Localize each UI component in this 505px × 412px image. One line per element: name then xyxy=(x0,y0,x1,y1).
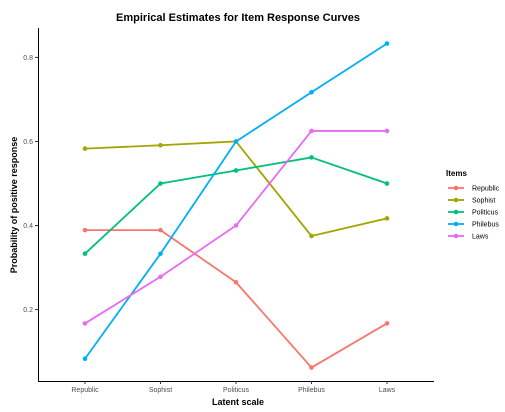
data-point-politicus xyxy=(309,155,314,160)
data-point-laws xyxy=(158,274,163,280)
data-point-politicus xyxy=(384,181,390,186)
data-point-republic xyxy=(82,227,88,233)
legend-item-republic: Republic xyxy=(448,186,500,193)
x-tick-label: Politicus xyxy=(223,387,250,394)
legend-item-sophist: Sophist xyxy=(448,198,495,205)
x-axis-title: Latent scale xyxy=(212,397,264,407)
x-tick-label: Sophist xyxy=(149,387,172,394)
chart-title: Empirical Estimates for Item Response Cu… xyxy=(116,12,360,24)
data-point-republic xyxy=(384,321,390,326)
legend-label: Politicus xyxy=(472,210,499,217)
data-point-philebus xyxy=(233,139,239,144)
legend-item-politicus: Politicus xyxy=(448,210,499,217)
legend-item-laws: Laws xyxy=(448,234,489,241)
x-tick-label: Republic xyxy=(71,387,99,394)
data-point-laws xyxy=(309,128,314,134)
data-point-philebus xyxy=(384,41,390,46)
legend-key-point xyxy=(453,209,459,215)
data-point-philebus xyxy=(82,356,88,362)
data-point-laws xyxy=(384,128,390,134)
legend-key-point xyxy=(453,233,459,239)
y-ticks: 0.2 0.4 0.6 0.8 xyxy=(23,55,38,314)
data-point-republic xyxy=(233,279,239,285)
legend-title: Items xyxy=(446,169,467,178)
data-point-politicus xyxy=(233,168,239,173)
data-point-sophist xyxy=(158,142,163,148)
data-point-sophist xyxy=(82,146,88,151)
data-point-laws xyxy=(82,321,88,326)
legend-label: Laws xyxy=(472,234,489,241)
y-axis-title: Probability of positive response xyxy=(9,137,19,274)
legend-label: Sophist xyxy=(472,198,495,205)
y-tick-label: 0.6 xyxy=(23,139,33,146)
series-laws xyxy=(82,128,390,326)
series-republic xyxy=(82,227,390,370)
legend-key-point xyxy=(453,197,459,203)
y-tick-label: 0.4 xyxy=(23,223,33,230)
legend-items: Republic Sophist Politicus Philebus Laws xyxy=(448,186,500,241)
y-tick-label: 0.2 xyxy=(23,307,33,314)
series-philebus xyxy=(82,41,390,362)
data-point-laws xyxy=(233,223,239,228)
legend-key-point xyxy=(453,221,459,227)
plot-area xyxy=(82,41,390,370)
data-point-republic xyxy=(158,227,163,233)
legend-item-philebus: Philebus xyxy=(448,222,499,229)
data-point-sophist xyxy=(309,233,314,239)
x-tick-label: Laws xyxy=(379,387,396,394)
data-point-politicus xyxy=(82,251,88,256)
legend-label: Republic xyxy=(472,186,500,193)
data-point-politicus xyxy=(158,181,163,186)
data-point-philebus xyxy=(309,89,314,95)
series-politicus xyxy=(82,155,390,256)
series-line-philebus xyxy=(84,42,388,360)
axes xyxy=(38,28,434,382)
x-ticks: Republic Sophist Politicus Philebus Laws xyxy=(71,381,396,394)
series-line-republic xyxy=(85,229,388,369)
series-line-sophist xyxy=(84,140,388,237)
data-point-sophist xyxy=(384,216,390,221)
legend-label: Philebus xyxy=(472,222,499,229)
legend: Items Republic Sophist Politicus Philebus La… xyxy=(446,169,500,241)
y-tick-label: 0.8 xyxy=(23,55,33,62)
legend-key-point xyxy=(453,185,459,191)
data-point-republic xyxy=(309,365,314,370)
data-point-philebus xyxy=(158,251,163,256)
x-tick-label: Philebus xyxy=(298,387,325,394)
